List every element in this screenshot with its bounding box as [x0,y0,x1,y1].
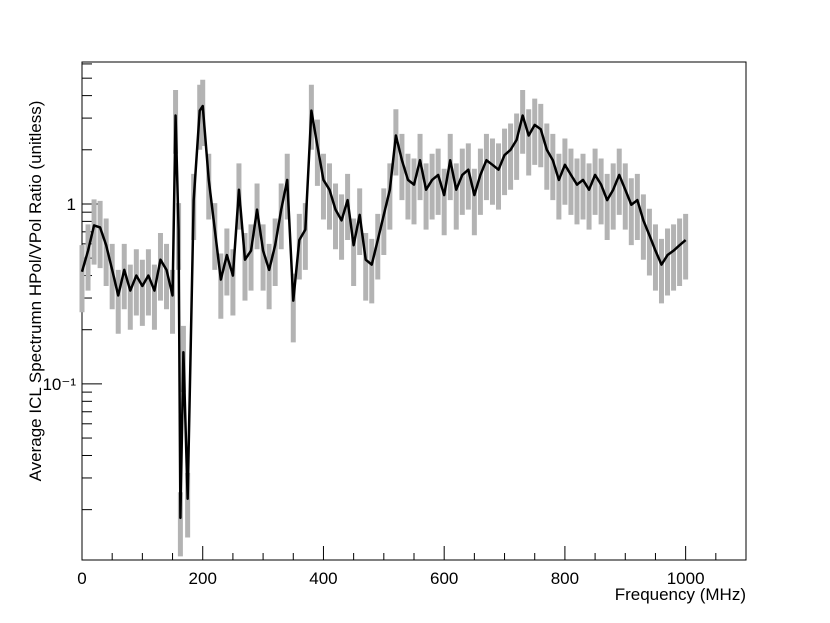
y-axis-label: Average ICL Spectrumn HPol/VPol Ratio (u… [26,101,45,482]
y-tick-label: 10⁻¹ [42,375,76,394]
x-tick-label: 600 [430,569,458,588]
x-tick-label: 1000 [667,569,705,588]
data-line [80,104,687,520]
x-tick-label: 800 [551,569,579,588]
x-axis-label: Frequency (MHz) [615,585,746,604]
x-tick-label: 400 [309,569,337,588]
x-tick-label: 200 [189,569,217,588]
x-tick-label: 0 [77,569,86,588]
y-tick-label: 1 [67,195,76,214]
